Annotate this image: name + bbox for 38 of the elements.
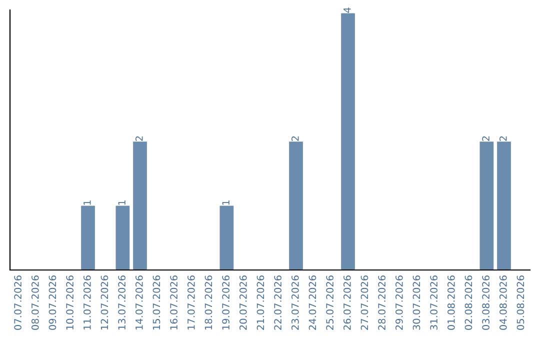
data-label: 1: [84, 200, 91, 205]
x-tick-label: 28.07.2026: [378, 275, 386, 330]
data-label: 1: [222, 200, 230, 205]
x-tick-label: 05.08.2026: [516, 275, 524, 330]
x-tick-label: 13.07.2026: [118, 275, 126, 330]
data-label: 2: [135, 136, 143, 141]
data-label: 4: [344, 8, 351, 13]
x-tick-label: 16.07.2026: [170, 275, 178, 330]
x-tick-label: 30.07.2026: [412, 275, 420, 330]
x-tick-label: 17.07.2026: [187, 275, 195, 330]
data-label: 2: [499, 136, 507, 141]
x-tick-label: 18.07.2026: [204, 275, 212, 330]
x-tick-label: 24.07.2026: [308, 275, 316, 330]
data-label: 1: [118, 200, 126, 205]
x-tick-label: 12.07.2026: [100, 275, 108, 330]
x-tick-label: 26.07.2026: [343, 275, 351, 330]
x-tick-label: 29.07.2026: [395, 275, 403, 330]
x-tick-label: 09.07.2026: [48, 275, 56, 330]
x-tick-label: 15.07.2026: [152, 275, 160, 330]
x-tick-label: 31.07.2026: [430, 275, 438, 330]
x-tick-label: 14.07.2026: [135, 275, 143, 330]
x-tick-label: 03.08.2026: [482, 275, 490, 330]
x-tick-label: 19.07.2026: [222, 275, 230, 330]
x-tick-label: 02.08.2026: [464, 275, 472, 330]
data-label: 2: [482, 136, 490, 141]
x-tick-label: 27.07.2026: [360, 275, 368, 330]
x-tick-label: 10.07.2026: [66, 275, 74, 330]
x-tick-label: 01.08.2026: [447, 275, 455, 330]
data-label: 2: [291, 136, 299, 141]
x-tick-label: 07.07.2026: [14, 275, 22, 330]
x-tick-label: 22.07.2026: [274, 275, 282, 330]
x-tick-label: 04.08.2026: [499, 275, 507, 330]
x-tick-label: 11.07.2026: [83, 275, 91, 330]
x-tick-label: 25.07.2026: [326, 275, 334, 330]
x-tick-label: 08.07.2026: [31, 275, 39, 330]
x-tick-label: 21.07.2026: [256, 275, 264, 330]
x-tick-label: 20.07.2026: [239, 275, 247, 330]
x-tick-label: 23.07.2026: [291, 275, 299, 330]
